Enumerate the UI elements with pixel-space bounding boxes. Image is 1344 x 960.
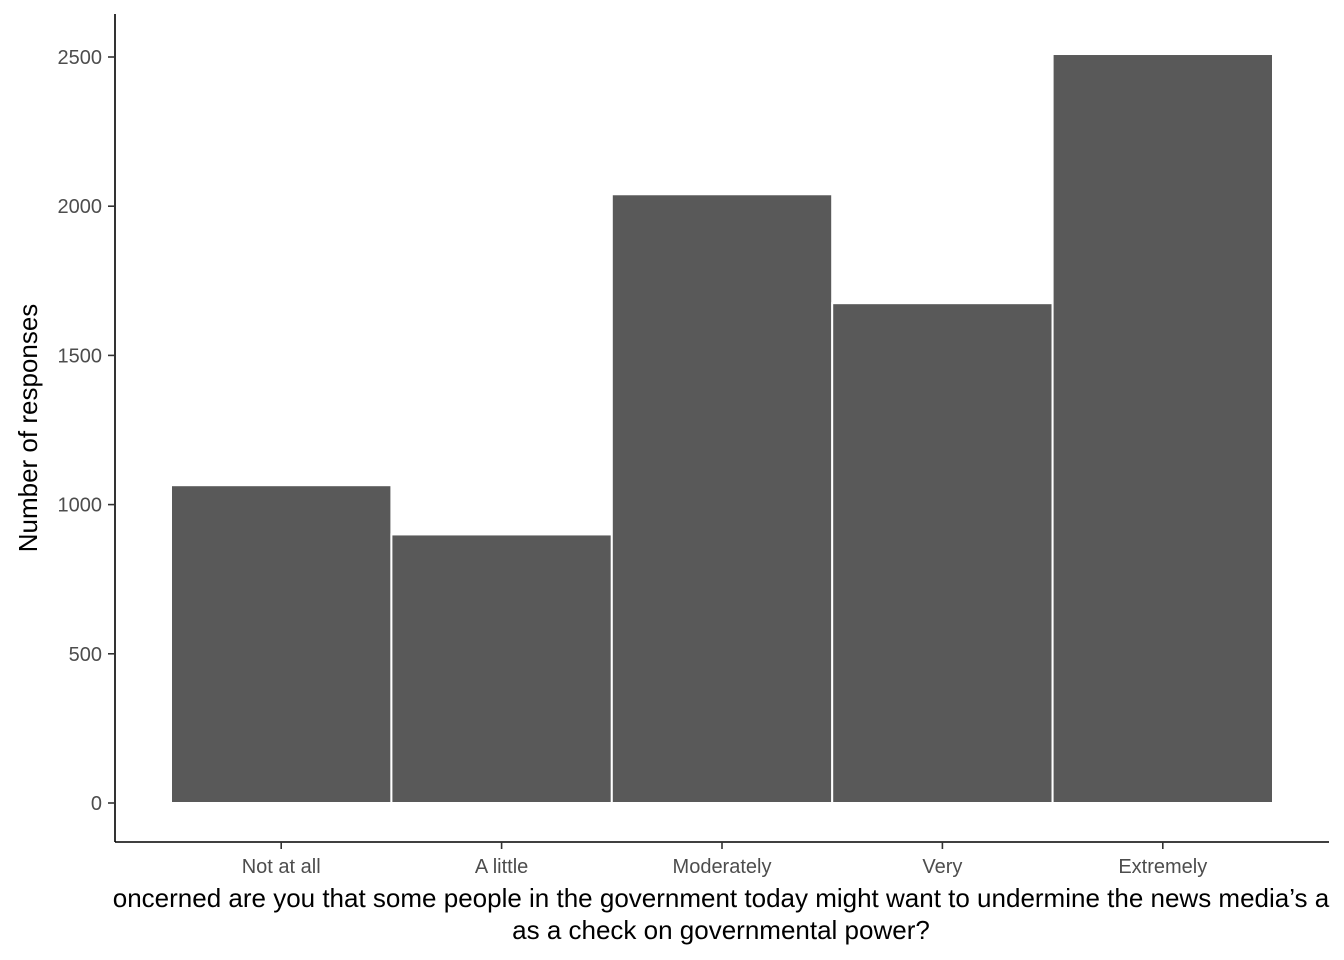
y-tick-label: 2000 (58, 196, 103, 218)
y-tick-label: 1500 (58, 345, 103, 367)
bar-very (831, 302, 1054, 804)
x-tick-label: Moderately (673, 856, 772, 878)
x-tick-label: Very (922, 856, 962, 878)
x-axis-title-line-2: as a check on governmental power? (512, 915, 930, 945)
bar-moderately (610, 193, 834, 805)
y-tick-label: 500 (69, 644, 102, 666)
y-axis-ticks: 0 500 1000 1500 2000 2500 (58, 47, 115, 815)
x-axis-title-line-1: oncerned are you that some people in the… (113, 883, 1330, 913)
y-tick-label: 1000 (58, 495, 103, 517)
bar-extremely (1051, 53, 1274, 805)
x-tick-label: Extremely (1118, 856, 1207, 878)
y-tick-label: 2500 (58, 47, 103, 69)
y-tick-label: 0 (91, 793, 102, 815)
bar-not-at-all (170, 484, 393, 804)
x-tick-label: A little (475, 856, 528, 878)
x-tick-label: Not at all (242, 856, 321, 878)
x-axis-ticks: Not at all A little Moderately Very Extremel… (242, 842, 1207, 878)
bars-group (170, 53, 1274, 805)
bar-a-little (390, 533, 613, 804)
y-axis-title: Number of responses (13, 304, 43, 553)
